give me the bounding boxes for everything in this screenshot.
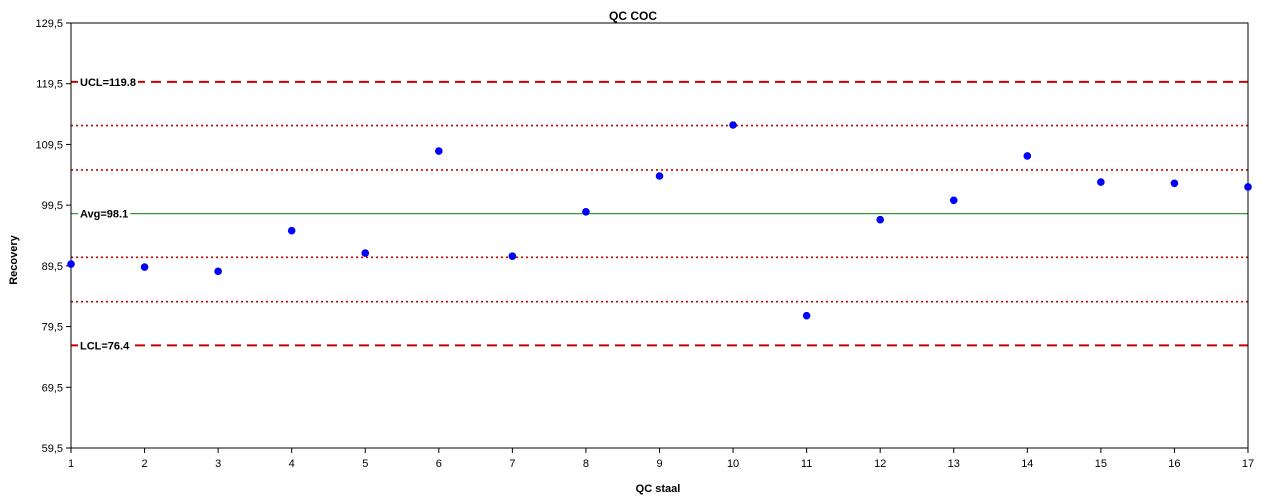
x-tick-label: 17 [1242, 458, 1254, 470]
reference-line-label: Avg=98.1 [80, 209, 128, 221]
x-tick-label: 4 [289, 458, 295, 470]
data-point [655, 172, 664, 180]
y-axis-label: Recovery [8, 234, 20, 284]
data-point [287, 226, 296, 235]
x-tick-label: 13 [948, 458, 960, 470]
y-tick-label: 109,5 [35, 139, 63, 151]
x-axis: 1 2 3 4 5 6 7 8 9 10 11 12 13 14 15 16 17 [68, 448, 1254, 470]
x-tick-label: 10 [727, 458, 739, 470]
reference-lines: UCL=119.8 Avg=98.1 LCL=76.4 [71, 75, 1248, 354]
y-tick-label: 129,5 [35, 18, 63, 30]
y-tick-label: 89,5 [42, 261, 63, 273]
x-tick-label: 15 [1095, 458, 1107, 470]
y-tick-label: 99,5 [42, 200, 63, 212]
x-tick-label: 1 [68, 458, 74, 470]
data-points [67, 121, 1252, 320]
data-point [140, 263, 149, 271]
reference-label-background [78, 339, 133, 354]
data-point [214, 267, 222, 276]
data-point [1170, 179, 1179, 188]
data-point [1023, 152, 1032, 160]
reference-line-label: UCL=119.8 [80, 77, 136, 89]
chart-title: QC COC [609, 9, 657, 23]
data-point [1097, 178, 1105, 186]
y-tick-label: 119,5 [36, 79, 63, 91]
x-tick-label: 7 [509, 458, 515, 470]
y-axis: 59,5 69,5 79,5 89,5 99,5 109,5 119,5 129,5 [35, 18, 71, 455]
x-tick-label: 12 [874, 458, 886, 470]
data-point [802, 311, 811, 320]
x-tick-label: 14 [1021, 458, 1033, 470]
data-point [729, 121, 737, 129]
data-point [67, 260, 75, 268]
reference-line-label: LCL=76.4 [80, 340, 130, 352]
x-tick-label: 9 [656, 458, 662, 470]
data-point [1244, 183, 1252, 191]
x-tick-label: 11 [801, 458, 812, 470]
data-point [361, 249, 370, 257]
plot-area [70, 22, 1249, 449]
x-tick-label: 16 [1168, 458, 1180, 470]
data-point [582, 208, 590, 216]
data-point [949, 196, 958, 205]
data-point [508, 252, 517, 260]
reference-label-background [78, 75, 138, 90]
x-tick-label: 8 [583, 458, 589, 470]
data-point [876, 215, 884, 224]
y-tick-label: 69,5 [42, 382, 63, 394]
y-tick-label: 59,5 [42, 443, 63, 455]
reference-label-background [78, 207, 131, 222]
x-tick-label: 3 [215, 458, 221, 470]
x-tick-label: 6 [436, 458, 442, 470]
y-tick-label: 79,5 [42, 322, 63, 334]
data-point [435, 147, 443, 155]
x-axis-label: QC staal [636, 483, 681, 495]
x-tick-label: 5 [362, 458, 368, 470]
x-tick-label: 2 [142, 458, 148, 470]
